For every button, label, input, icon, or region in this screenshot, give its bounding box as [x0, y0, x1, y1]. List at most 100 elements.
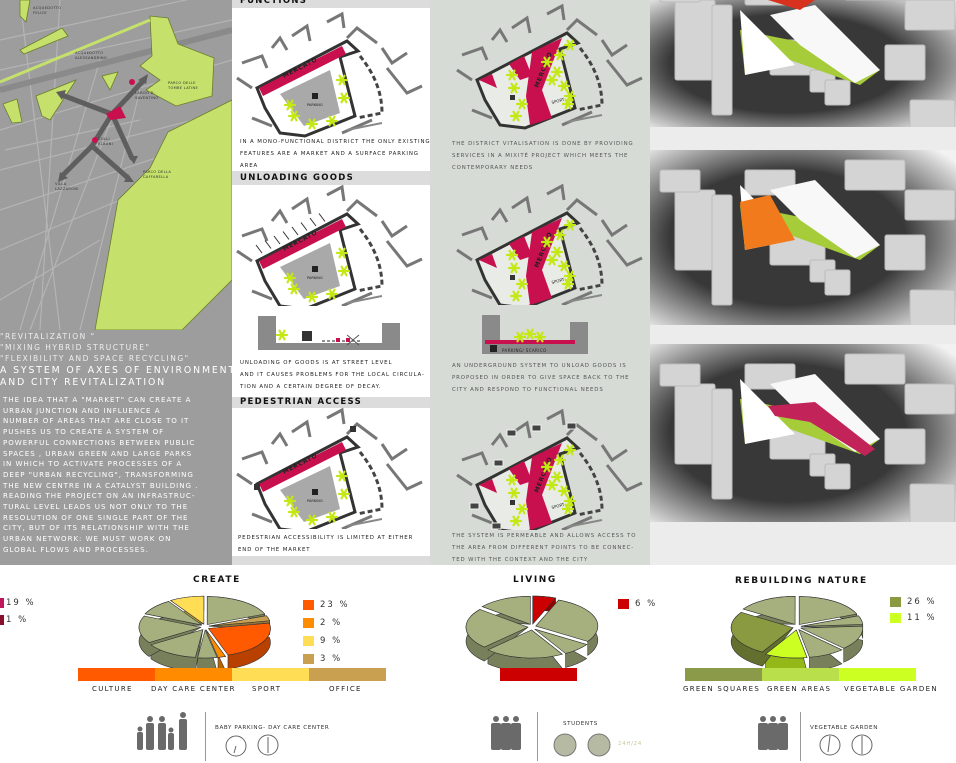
students-silhouette-icon [491, 716, 521, 750]
tree-icon [507, 262, 521, 274]
pedestrian-icon [254, 484, 260, 490]
map-label: ACQUEDOTTO [75, 51, 103, 55]
map-label: ACQUEDOTTO [33, 6, 61, 10]
context-building [659, 0, 701, 3]
legend-swatch [890, 613, 901, 623]
market-strip [479, 479, 497, 493]
legend-swatch [303, 600, 314, 610]
tree-icon [540, 56, 554, 68]
tree-icon [545, 254, 559, 266]
map-label: SAVENTINO [135, 96, 158, 100]
car-icon [510, 275, 515, 280]
context-building [674, 0, 716, 81]
tree-icon [563, 90, 577, 102]
tree-icon [337, 92, 351, 104]
existing-functions-caption: IN A MONO-FUNCTIONAL DISTRICT THE ONLY E… [240, 139, 431, 169]
context-building [904, 0, 956, 31]
intro-body-text: THE IDEA THAT A "MARKET" CAN CREATE A URB… [3, 395, 198, 556]
tree-icon [540, 236, 554, 248]
tree-icon [563, 444, 577, 456]
sport-label: SPORT [551, 97, 565, 105]
sport-label: SPORT [551, 502, 565, 510]
tree-icon [553, 49, 567, 61]
user-label: BABY PARKING- DAY CARE CENTER [215, 725, 330, 731]
green-area [19, 27, 69, 55]
pie-slice-office [208, 615, 271, 627]
map-label: COLLI [98, 137, 110, 141]
pie-slice-other [481, 595, 531, 625]
arrow-heads [56, 74, 148, 182]
project-functions-caption: THE DISTRICT VITALISATION IS DONE BY PRO… [452, 141, 634, 171]
pie-slice-other [798, 629, 843, 658]
building-volume [740, 379, 795, 444]
context-building [824, 463, 851, 490]
tree-icon [507, 82, 521, 94]
context-building [909, 99, 956, 127]
pie-slice-green-squares [730, 611, 794, 653]
tree-icon [563, 39, 577, 51]
context-building [674, 189, 716, 271]
surface-parking [280, 70, 340, 126]
tree-icon [275, 329, 289, 341]
context-building [909, 483, 956, 522]
nature-pie-chart [730, 596, 864, 673]
aqueduct-line [0, 18, 151, 84]
pedestrian-access-icon [531, 424, 542, 432]
tree-icon [523, 328, 537, 340]
arrow-line [346, 518, 383, 527]
cross-icon [346, 334, 360, 346]
tree-icon [335, 470, 349, 482]
goods-marker [346, 338, 350, 342]
time-label: 24H/24 [618, 741, 642, 747]
clock-icons [225, 734, 279, 757]
context-building [904, 189, 956, 221]
body-line: READING THE PROJECT ON AN INFRASTRUC- [3, 491, 196, 501]
occupancy-circle [587, 733, 611, 757]
chart-title-create: CREATE [193, 575, 241, 585]
dashed-boundary [576, 47, 604, 112]
market-site-marker [106, 106, 126, 120]
program-charts: 19 % 1 % CREATE 23 % 2 % 9 % 3 % LIVING 6 %… [0, 565, 956, 761]
parking-label: PARKING [307, 499, 323, 503]
tree-icon [325, 288, 339, 300]
legend-swatch [0, 598, 4, 608]
goods-marker [336, 338, 340, 342]
street-section [482, 315, 588, 354]
bar-segment-day-care [155, 668, 232, 681]
tree-icon [305, 118, 319, 130]
divider [537, 712, 538, 761]
tree-icon [337, 265, 351, 277]
tree-icon [561, 503, 575, 515]
market-strip [259, 46, 346, 96]
occupancy-circle [553, 733, 577, 757]
tree-icon [287, 506, 301, 518]
tree-icon [507, 487, 521, 499]
tree-icon [515, 278, 529, 290]
render-view-2 [650, 150, 956, 325]
clock-hand [233, 745, 237, 754]
context-building [711, 388, 733, 500]
market-strip [526, 38, 562, 125]
pie-slice-other [487, 629, 563, 659]
body-line: THE NEW CENTRE IN A CATALYST BUILDING . [3, 480, 199, 490]
bar-label: SPORT [252, 685, 282, 693]
market-strip [526, 218, 562, 305]
highlighted-volume [768, 402, 875, 456]
market-strip [509, 236, 532, 260]
green-area-caffarella [94, 99, 232, 330]
legend-swatch [303, 654, 314, 664]
body-line: THE IDEA THAT A "MARKET" CAN CREATE A [3, 395, 192, 404]
context-building [711, 194, 733, 306]
body-line: NUMBER OF AREAS THAT ARE CLOSE TO IT [3, 416, 190, 426]
heading-line: A SYSTEM OF AXES OF ENVIRONMENTAL [0, 365, 251, 376]
divider [205, 712, 206, 761]
surface-parking [280, 243, 340, 299]
streets [456, 3, 643, 127]
context-building [904, 383, 956, 415]
unloading-truck-stall [273, 235, 281, 245]
pedestrian-icon [350, 426, 356, 432]
pie-slice-other [534, 628, 588, 654]
parking-label: PARKING [307, 103, 323, 107]
